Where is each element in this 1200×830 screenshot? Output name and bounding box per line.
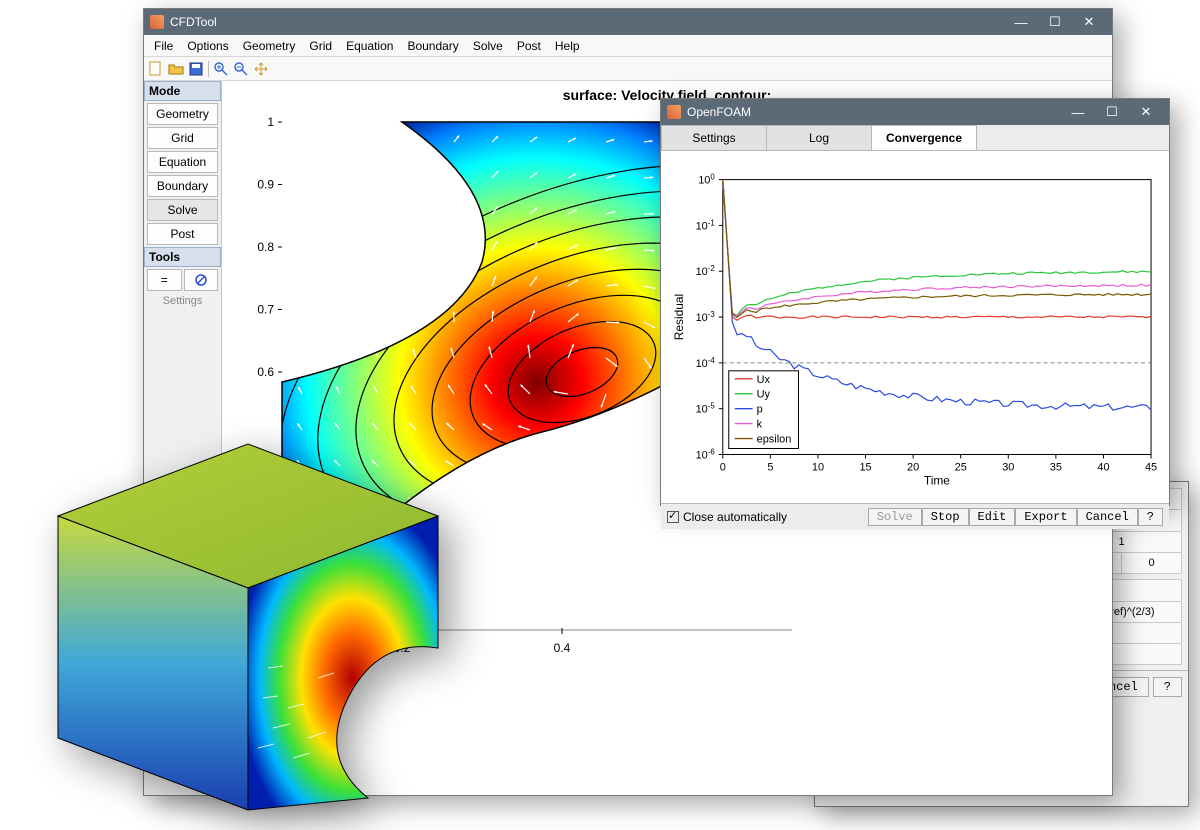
app-icon (150, 15, 164, 29)
openfoam-title: OpenFOAM (687, 105, 751, 119)
open-icon[interactable] (168, 61, 184, 77)
toolbar (144, 57, 1112, 81)
svg-text:0.8: 0.8 (257, 240, 274, 254)
mode-solve[interactable]: Solve (147, 199, 218, 221)
svg-text:0.7: 0.7 (257, 303, 274, 317)
svg-text:Uy: Uy (757, 389, 771, 401)
mode-boundary[interactable]: Boundary (147, 175, 218, 197)
mode-geometry[interactable]: Geometry (147, 103, 218, 125)
close-button[interactable]: ✕ (1072, 14, 1106, 30)
of-export-button[interactable]: Export (1015, 508, 1076, 526)
of-stop-button[interactable]: Stop (922, 508, 969, 526)
menu-boundary[interactable]: Boundary (401, 37, 464, 55)
of-help-button[interactable]: ? (1138, 508, 1163, 526)
tool-equals-button[interactable]: = (147, 269, 182, 291)
svg-text:k: k (757, 419, 763, 431)
maximize-button[interactable]: ☐ (1038, 14, 1072, 30)
svg-text:Time: Time (924, 473, 950, 487)
svg-text:p: p (757, 404, 763, 416)
menu-solve[interactable]: Solve (467, 37, 509, 55)
zoomout-icon[interactable] (233, 61, 249, 77)
of-edit-button[interactable]: Edit (969, 508, 1016, 526)
main-titlebar: CFDTool — ☐ ✕ (144, 9, 1112, 35)
menu-geometry[interactable]: Geometry (237, 37, 302, 55)
mode-post[interactable]: Post (147, 223, 218, 245)
cube-render (18, 438, 478, 814)
svg-text:10: 10 (812, 461, 824, 473)
zoomin-icon[interactable] (213, 61, 229, 77)
of-close-button[interactable]: ✕ (1129, 104, 1163, 120)
svg-text:5: 5 (767, 461, 773, 473)
convergence-chart: 100 10-1 10-2 10-3 10-4 10-5 10-6 0 5 10 15 20 25 30 3… (669, 159, 1161, 495)
svg-text:0.4: 0.4 (554, 641, 571, 655)
mode-header: Mode (144, 81, 221, 101)
of-cancel-button[interactable]: Cancel (1077, 508, 1138, 526)
openfoam-titlebar: OpenFOAM — ☐ ✕ (661, 99, 1169, 125)
new-icon[interactable] (148, 61, 164, 77)
openfoam-window: OpenFOAM — ☐ ✕ SettingsLogConvergence 10… (660, 98, 1170, 506)
menu-post[interactable]: Post (511, 37, 547, 55)
svg-text:10-5: 10-5 (696, 401, 716, 416)
tab-log[interactable]: Log (766, 125, 872, 150)
convergence-panel: 100 10-1 10-2 10-3 10-4 10-5 10-6 0 5 10 15 20 25 30 3… (661, 151, 1169, 503)
svg-text:10-6: 10-6 (696, 447, 716, 462)
svg-text:30: 30 (1002, 461, 1014, 473)
svg-text:10-4: 10-4 (696, 355, 716, 370)
svg-text:1: 1 (267, 115, 274, 129)
props-help-button[interactable]: ? (1153, 677, 1182, 697)
svg-text:0.6: 0.6 (257, 365, 274, 379)
mode-equation[interactable]: Equation (147, 151, 218, 173)
close-auto-checkbox[interactable]: Close automatically (667, 510, 787, 524)
svg-text:45: 45 (1145, 461, 1157, 473)
menu-bar: FileOptionsGeometryGridEquationBoundaryS… (144, 35, 1112, 57)
openfoam-tabs: SettingsLogConvergence (661, 125, 1169, 151)
tab-settings[interactable]: Settings (661, 125, 767, 150)
svg-text:15: 15 (859, 461, 871, 473)
pan-icon[interactable] (253, 61, 269, 77)
svg-text:40: 40 (1097, 461, 1109, 473)
svg-text:100: 100 (698, 172, 715, 187)
tool-stop-button[interactable] (184, 269, 219, 291)
svg-text:epsilon: epsilon (757, 434, 792, 446)
of-solve-button[interactable]: Solve (868, 508, 922, 526)
save-icon[interactable] (188, 61, 204, 77)
tab-convergence[interactable]: Convergence (871, 125, 977, 150)
menu-options[interactable]: Options (181, 37, 234, 55)
tools-header: Tools (144, 247, 221, 267)
menu-grid[interactable]: Grid (303, 37, 338, 55)
svg-text:Residual: Residual (672, 294, 686, 340)
of-minimize-button[interactable]: — (1061, 105, 1095, 120)
svg-text:10-1: 10-1 (696, 218, 716, 233)
svg-text:Ux: Ux (757, 374, 771, 386)
of-maximize-button[interactable]: ☐ (1095, 104, 1129, 120)
minimize-button[interactable]: — (1004, 15, 1038, 30)
svg-text:10-3: 10-3 (696, 310, 716, 325)
svg-text:10-2: 10-2 (696, 264, 716, 279)
mode-grid[interactable]: Grid (147, 127, 218, 149)
openfoam-footer: Close automatically SolveStopEditExportC… (661, 503, 1169, 529)
openfoam-icon (667, 105, 681, 119)
svg-text:0.9: 0.9 (257, 178, 274, 192)
settings-text[interactable]: Settings (144, 295, 221, 307)
svg-text:25: 25 (955, 461, 967, 473)
menu-file[interactable]: File (148, 37, 179, 55)
svg-text:35: 35 (1050, 461, 1062, 473)
svg-text:20: 20 (907, 461, 919, 473)
menu-help[interactable]: Help (549, 37, 586, 55)
svg-text:0: 0 (720, 461, 726, 473)
main-title: CFDTool (170, 15, 217, 29)
menu-equation[interactable]: Equation (340, 37, 399, 55)
volforces-y[interactable]: 0 (1121, 553, 1181, 573)
